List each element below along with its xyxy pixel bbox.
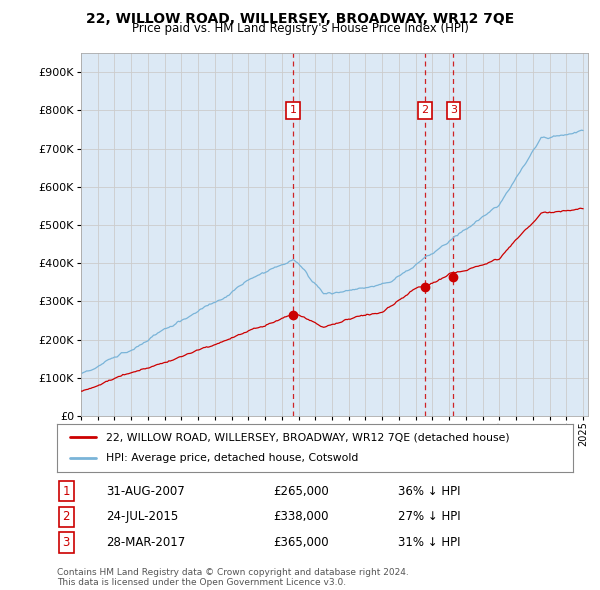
Text: 1: 1	[62, 484, 70, 497]
Text: 1: 1	[289, 106, 296, 116]
Text: 31-AUG-2007: 31-AUG-2007	[106, 484, 185, 497]
Text: 28-MAR-2017: 28-MAR-2017	[106, 536, 185, 549]
Text: £265,000: £265,000	[274, 484, 329, 497]
Text: 22, WILLOW ROAD, WILLERSEY, BROADWAY, WR12 7QE (detached house): 22, WILLOW ROAD, WILLERSEY, BROADWAY, WR…	[106, 432, 509, 442]
Text: 3: 3	[450, 106, 457, 116]
Text: Contains HM Land Registry data © Crown copyright and database right 2024.
This d: Contains HM Land Registry data © Crown c…	[57, 568, 409, 587]
Text: £338,000: £338,000	[274, 510, 329, 523]
Text: Price paid vs. HM Land Registry's House Price Index (HPI): Price paid vs. HM Land Registry's House …	[131, 22, 469, 35]
Text: 2: 2	[62, 510, 70, 523]
Text: 2: 2	[421, 106, 428, 116]
Text: HPI: Average price, detached house, Cotswold: HPI: Average price, detached house, Cots…	[106, 454, 358, 464]
Text: 24-JUL-2015: 24-JUL-2015	[106, 510, 178, 523]
Text: 27% ↓ HPI: 27% ↓ HPI	[398, 510, 460, 523]
Text: 36% ↓ HPI: 36% ↓ HPI	[398, 484, 460, 497]
Text: 22, WILLOW ROAD, WILLERSEY, BROADWAY, WR12 7QE: 22, WILLOW ROAD, WILLERSEY, BROADWAY, WR…	[86, 12, 514, 26]
Text: 3: 3	[62, 536, 70, 549]
Text: £365,000: £365,000	[274, 536, 329, 549]
Text: 31% ↓ HPI: 31% ↓ HPI	[398, 536, 460, 549]
